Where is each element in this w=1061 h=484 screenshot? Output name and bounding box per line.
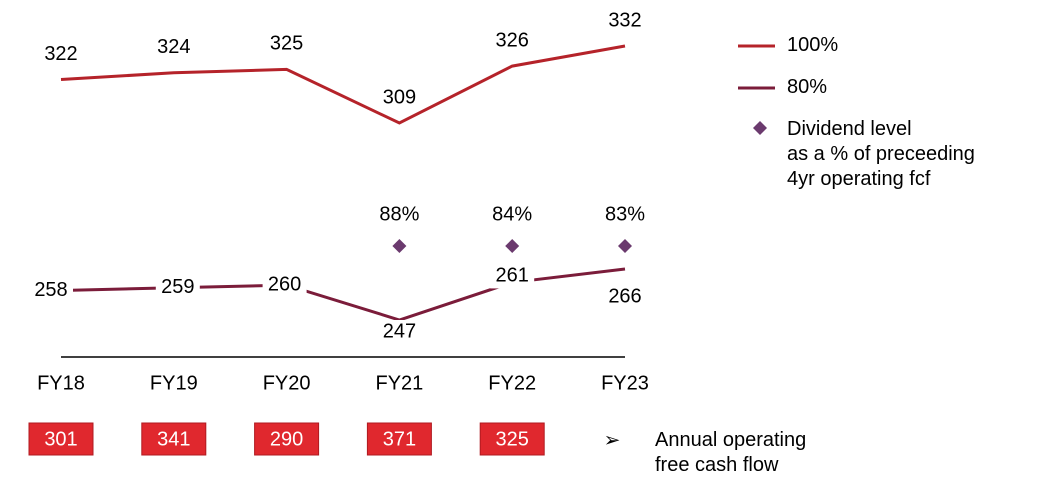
x-tick-label: FY19 (150, 372, 198, 394)
data-label: 266 (608, 285, 641, 307)
legend-label: Dividend level as a % of preceeding 4yr … (787, 118, 975, 190)
data-label: 247 (383, 320, 416, 342)
label-background (603, 285, 647, 309)
data-label: 332 (608, 9, 641, 31)
line-series (60, 44, 626, 125)
data-label: 301 (44, 428, 77, 450)
x-tick-label: FY21 (375, 372, 423, 394)
diamond-marker (505, 239, 520, 253)
data-label: 371 (383, 428, 416, 450)
label-background (377, 320, 422, 344)
data-label: 326 (496, 29, 529, 51)
x-tick-label: FY22 (488, 372, 536, 394)
value-box (366, 422, 432, 456)
data-label: 322 (44, 43, 77, 65)
legend-label: 80% (787, 76, 828, 98)
legend-label: Annual operating free cash flow (655, 429, 807, 476)
data-label: 290 (270, 428, 303, 450)
data-label: 88% (379, 203, 419, 225)
data-label: 84% (492, 203, 532, 225)
x-tick-label: FY20 (263, 372, 311, 394)
data-label: 83% (605, 203, 645, 225)
diamond-marker (392, 239, 407, 253)
data-label: 324 (157, 36, 190, 58)
label-background (262, 273, 307, 298)
data-label: 261 (496, 265, 529, 287)
value-box (28, 422, 94, 456)
x-tick-label: FY23 (601, 372, 649, 394)
legend-label: 100% (787, 34, 839, 56)
line-series (60, 267, 626, 322)
data-label: 309 (383, 86, 416, 108)
x-tick-label: FY18 (37, 372, 85, 394)
diamond-marker (618, 239, 632, 253)
label-background (155, 275, 200, 300)
data-label: 258 (34, 279, 67, 301)
legend-swatch (753, 121, 767, 135)
data-label: 341 (157, 428, 190, 450)
value-box (479, 422, 545, 456)
data-label: 259 (161, 276, 194, 298)
data-label: 325 (496, 428, 529, 450)
data-label: 260 (268, 273, 301, 295)
data-label: 325 (270, 33, 303, 55)
value-box (254, 422, 320, 456)
legend-swatch: ➢ (604, 429, 621, 451)
value-box (141, 422, 207, 456)
label-background (29, 278, 73, 303)
label-background (490, 264, 535, 289)
